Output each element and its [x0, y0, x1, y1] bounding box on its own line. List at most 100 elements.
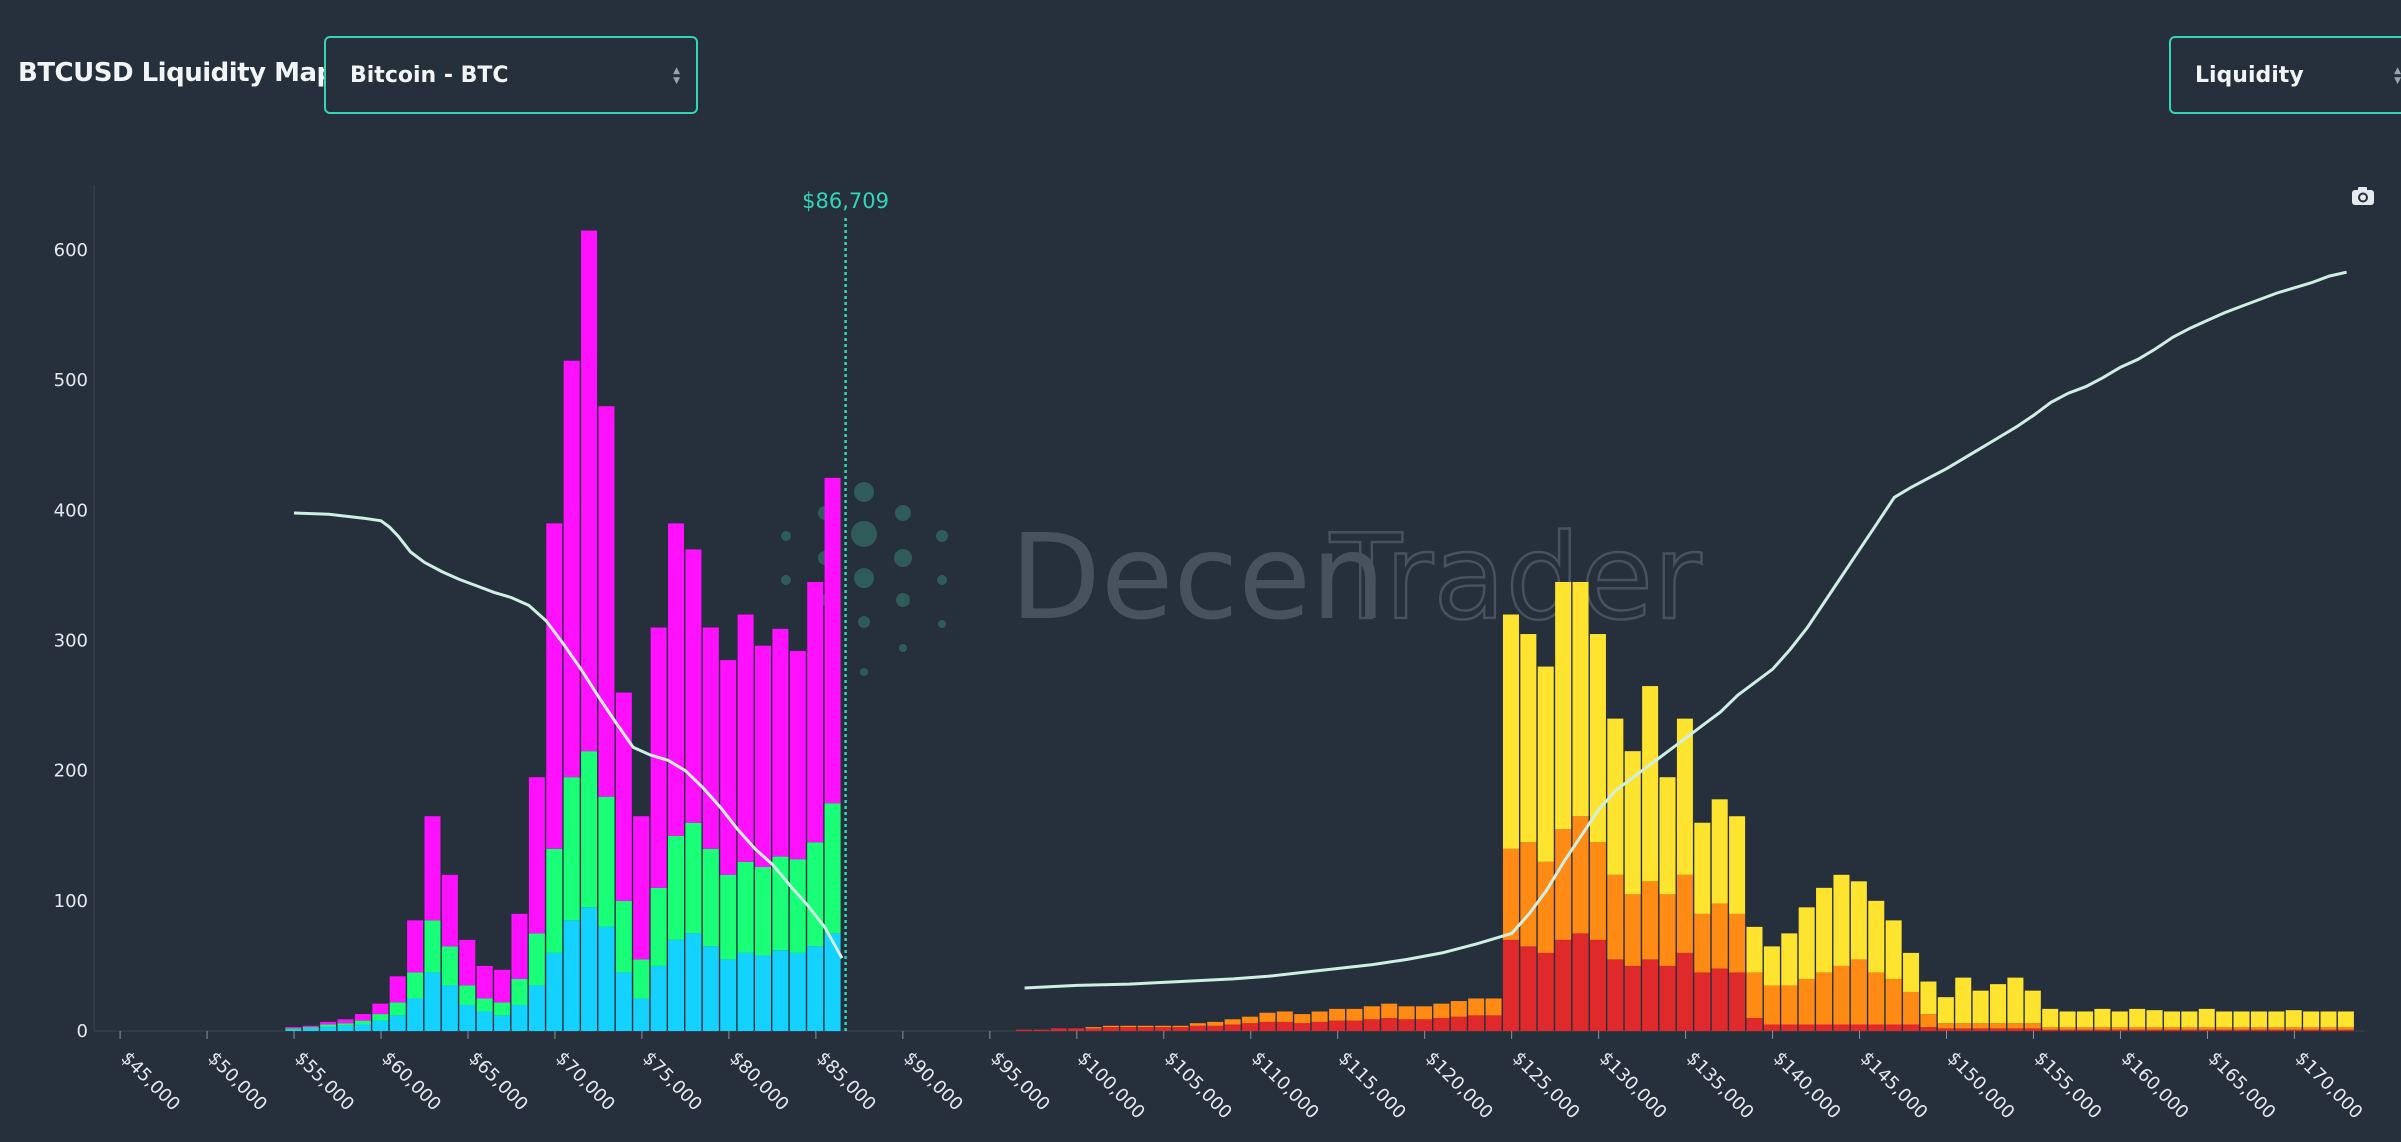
short-liquidity-bar	[2198, 1027, 2215, 1030]
short-liquidity-bar	[1607, 718, 1624, 875]
short-liquidity-bar	[1207, 1021, 1224, 1026]
short-liquidity-bar	[1624, 894, 1641, 966]
long-liquidity-bar	[598, 926, 615, 1031]
short-liquidity-bar	[1816, 1024, 1833, 1031]
x-tick-label: $125,000	[1508, 1048, 1584, 1124]
short-liquidity-bar	[1259, 1021, 1276, 1031]
short-liquidity-bar	[2303, 1027, 2320, 1030]
short-liquidity-bar	[1903, 991, 1920, 1025]
long-liquidity-bar	[633, 816, 650, 960]
short-liquidity-bar	[1763, 946, 1780, 986]
long-liquidity-bar	[754, 955, 771, 1031]
short-liquidity-bar	[2268, 1029, 2285, 1031]
short-liquidity-bar	[2216, 1011, 2233, 1028]
short-liquidity-bar	[1694, 822, 1711, 914]
long-liquidity-bar	[528, 777, 545, 934]
short-liquidity-bar	[1798, 978, 1815, 1025]
long-liquidity-bar	[824, 803, 841, 934]
short-liquidity-bar	[1120, 1025, 1137, 1028]
short-liquidity-bar	[1381, 1017, 1398, 1031]
short-liquidity-bar	[1468, 998, 1485, 1016]
short-liquidity-bar	[1972, 1028, 1989, 1031]
short-liquidity-bar	[2024, 990, 2041, 1024]
short-liquidity-bar	[1729, 816, 1746, 914]
long-liquidity-bar	[702, 848, 719, 947]
x-tick-label: $55,000	[291, 1048, 358, 1115]
y-axis-ticks: 0 100 200 300 400 500 600	[54, 240, 88, 1042]
short-liquidity-bar	[1572, 933, 1589, 1031]
short-liquidity-bar	[2129, 1027, 2146, 1030]
short-liquidity-bar	[1259, 1012, 1276, 1022]
short-liquidity-bar	[1015, 1029, 1032, 1031]
short-liquidity-bar	[2250, 1029, 2267, 1031]
short-liquidity-bar	[1868, 972, 1885, 1025]
short-liquidity-bar	[2216, 1027, 2233, 1030]
short-liquidity-bar	[1955, 977, 1972, 1024]
long-liquidity-bar	[320, 1027, 337, 1031]
long-liquidity-bar	[546, 523, 563, 849]
long-liquidity-bar	[581, 751, 598, 908]
short-liquidity-bar	[1642, 686, 1659, 882]
long-liquidity-bar	[807, 581, 824, 843]
short-liquidity-bar	[2059, 1011, 2076, 1028]
view-select[interactable]: Liquidity ▲ ▼	[2169, 36, 2401, 114]
short-liquidity-bar	[1363, 1006, 1380, 1020]
x-tick-label: $105,000	[1160, 1048, 1236, 1124]
short-liquidity-bar	[2233, 1011, 2250, 1028]
long-liquidity-bar	[702, 627, 719, 849]
short-liquidity-bar	[1885, 1024, 1902, 1031]
asset-select[interactable]: Bitcoin - BTC ▲ ▼	[324, 36, 698, 114]
short-liquidity-bar	[1346, 1008, 1363, 1021]
short-liquidity-bar	[2007, 1023, 2024, 1029]
liquidity-bars	[285, 230, 2354, 1031]
long-liquidity-bar	[650, 965, 667, 1031]
short-liquidity-bar	[1415, 1019, 1432, 1031]
short-liquidity-bar	[1694, 913, 1711, 973]
short-liquidity-bar	[1572, 816, 1589, 934]
short-liquidity-bar	[1746, 972, 1763, 1018]
long-liquidity-bar	[685, 549, 702, 823]
short-liquidity-bar	[1729, 972, 1746, 1031]
camera-icon[interactable]	[2352, 187, 2374, 205]
long-liquidity-bar	[511, 978, 528, 1005]
long-liquidity-bar	[754, 867, 771, 956]
short-liquidity-bar	[1816, 887, 1833, 973]
current-price-marker: $86,709	[802, 189, 889, 1031]
short-liquidity-bar	[1885, 978, 1902, 1025]
long-liquidity-bar	[772, 950, 789, 1031]
long-liquidity-bar	[302, 1027, 319, 1029]
short-liquidity-bar	[1607, 959, 1624, 1031]
short-liquidity-bar	[2250, 1011, 2267, 1028]
long-liquidity-bar	[389, 1015, 406, 1031]
x-tick-label: $100,000	[1073, 1048, 1149, 1124]
long-liquidity-bar	[389, 976, 406, 1003]
short-liquidity-bar	[1659, 965, 1676, 1031]
short-liquidity-bar	[1781, 1024, 1798, 1031]
short-liquidity-bar	[2198, 1029, 2215, 1031]
long-liquidity-bar	[581, 230, 598, 752]
short-liquidity-bar	[1502, 939, 1519, 1031]
short-liquidity-bar	[1381, 1003, 1398, 1018]
short-liquidity-bar	[1537, 861, 1554, 953]
y-tick-label: 400	[54, 500, 88, 521]
short-liquidity-bar	[1642, 881, 1659, 960]
x-tick-label: $170,000	[2291, 1048, 2367, 1124]
x-axis-ticks: $45,000 $50,000 $55,000 $60,000 $65,000 $70,0…	[117, 1031, 2367, 1124]
short-liquidity-bar	[1833, 874, 1850, 966]
short-liquidity-bar	[2303, 1011, 2320, 1028]
short-liquidity-bar	[1468, 1015, 1485, 1031]
short-liquidity-bar	[1242, 1016, 1259, 1024]
long-liquidity-bar	[668, 835, 685, 940]
short-liquidity-bar	[1833, 1024, 1850, 1031]
short-liquidity-bar	[2076, 1027, 2093, 1030]
short-liquidity-bar	[1676, 718, 1693, 875]
x-tick-label: $120,000	[1421, 1048, 1497, 1124]
short-liquidity-bar	[1155, 1027, 1172, 1031]
long-liquidity-bar	[494, 1002, 511, 1016]
select-arrows-icon: ▲ ▼	[673, 66, 680, 86]
long-liquidity-bar	[598, 796, 615, 927]
x-tick-label: $160,000	[2117, 1048, 2193, 1124]
short-liquidity-bar	[1294, 1023, 1311, 1031]
long-liquidity-bar	[494, 969, 511, 1003]
